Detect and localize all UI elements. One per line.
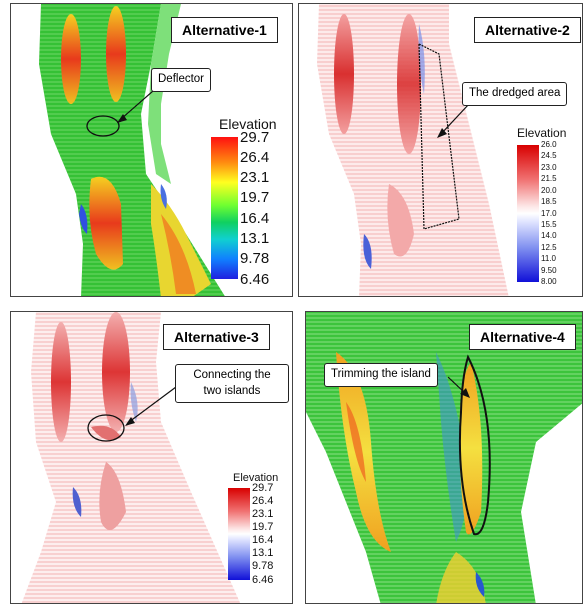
panel-4-callout: Trimming the island <box>324 363 438 387</box>
elevation-map-4 <box>306 312 582 603</box>
elevation-map-3 <box>21 312 241 603</box>
colorbar-tick-label: 9.78 <box>240 250 270 268</box>
panel-alternative-3: Alternative-3 Connecting the two islands… <box>10 311 293 604</box>
panel-2-colorbar-title: Elevation <box>517 126 567 140</box>
panel-3-callout-line-2: two islands <box>203 384 261 397</box>
colorbar-tick-label: 24.5 <box>541 151 557 161</box>
colorbar-tick-label: 19.7 <box>240 189 270 207</box>
panel-3-title: Alternative-3 <box>163 324 270 350</box>
panel-alternative-4: Alternative-4 Trimming the island <box>305 311 583 604</box>
deflector-marker <box>86 115 120 137</box>
colorbar-tick-label: 15.5 <box>541 219 557 229</box>
panel-1-title: Alternative-1 <box>171 17 278 43</box>
colorbar-tick-label: 13.1 <box>252 547 274 560</box>
colorbar-tick-label: 16.4 <box>240 209 270 227</box>
colorbar-tick-label: 14.0 <box>541 231 557 241</box>
panel-alternative-1: Alternative-1 Deflector Elevation 29.7 26… <box>10 3 293 297</box>
colorbar-tick-label: 20.0 <box>541 185 557 195</box>
colorbar-tick-label: 17.0 <box>541 208 557 218</box>
colorbar-tick-label: 13.1 <box>240 229 270 247</box>
connecting-islands-arrow <box>128 386 177 423</box>
colorbar-tick-label: 6.46 <box>240 270 270 288</box>
trimmed-island-outline <box>458 354 491 536</box>
panel-2-callout: The dredged area <box>462 82 568 106</box>
panel-3-colorbar-title: Elevation <box>233 472 279 484</box>
colorbar-tick-label: 26.4 <box>240 148 270 166</box>
dredged-area-outline <box>418 43 460 230</box>
colorbar-tick-label: 21.5 <box>541 174 557 184</box>
panel-3-callout-line-1: Connecting the <box>193 369 271 381</box>
elevation-map-1 <box>39 4 225 296</box>
panel-2-colorbar <box>517 145 539 282</box>
colorbar-tick-label: 23.1 <box>252 507 274 520</box>
panel-3-callout: Connecting the two islands <box>175 364 289 404</box>
colorbar-tick-label: 8.00 <box>541 277 557 286</box>
connecting-islands-marker <box>87 414 125 442</box>
colorbar-tick-label: 9.78 <box>252 560 274 573</box>
panel-1-colorbar-title: Elevation <box>219 116 277 132</box>
colorbar-tick-label: 23.0 <box>541 162 557 172</box>
colorbar-tick-label: 9.50 <box>541 265 557 275</box>
colorbar-tick-label: 23.1 <box>240 169 270 187</box>
panel-2-title: Alternative-2 <box>474 17 581 43</box>
panel-4-title: Alternative-4 <box>469 324 576 350</box>
colorbar-tick-label: 26.0 <box>541 140 557 149</box>
colorbar-tick-label: 6.46 <box>252 573 274 586</box>
colorbar-tick-label: 18.5 <box>541 197 557 207</box>
colorbar-tick-label: 12.5 <box>541 242 557 252</box>
colorbar-tick-label: 29.7 <box>240 128 270 146</box>
panel-1-colorbar <box>211 137 238 279</box>
colorbar-tick-label: 11.0 <box>541 254 556 264</box>
dredged-area-arrow <box>440 103 470 135</box>
panel-1-callout: Deflector <box>151 68 212 92</box>
colorbar-tick-label: 26.4 <box>252 494 274 507</box>
panel-alternative-2: Alternative-2 The dredged area Elevation… <box>298 3 583 297</box>
colorbar-tick-label: 29.7 <box>252 481 274 494</box>
elevation-map-2 <box>317 4 509 296</box>
colorbar-tick-label: 19.7 <box>252 520 274 533</box>
panel-3-colorbar <box>228 488 250 580</box>
colorbar-tick-label: 16.4 <box>252 534 274 547</box>
